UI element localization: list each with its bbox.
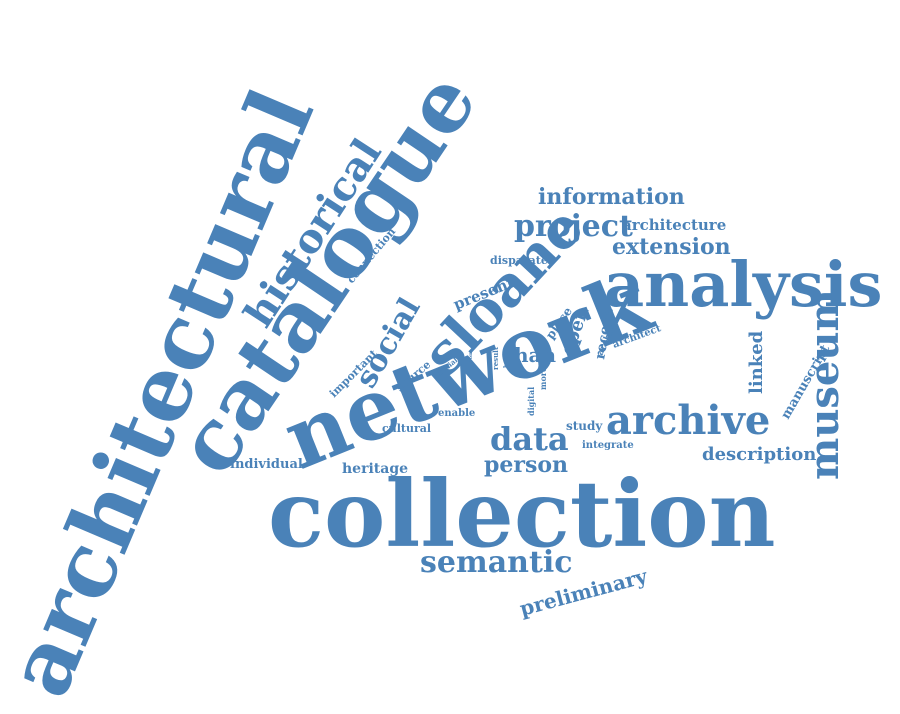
word-architecture: architecture [622, 216, 726, 234]
word-description: description [702, 444, 816, 465]
word-enable: enable [438, 408, 475, 419]
word-data: data [490, 420, 569, 458]
word-archive: archive [606, 397, 770, 444]
word-han: han [514, 343, 557, 367]
word-semantic: semantic [420, 545, 573, 580]
word-result: result [491, 346, 500, 370]
word-linked: linked [746, 330, 767, 394]
word-study: study [566, 419, 603, 433]
word-more: more [538, 367, 548, 390]
word-museum: museum [801, 289, 848, 480]
word-digital: digital [526, 387, 536, 416]
word-person: person [484, 452, 568, 478]
word-extension: extension [612, 234, 731, 260]
word-information: information [538, 184, 685, 210]
word-collection: collection [268, 460, 776, 568]
word-cultural: cultural [382, 422, 431, 435]
word-individual: individual [230, 457, 303, 472]
word-disparate: disparate [490, 254, 548, 267]
word-project: project [514, 209, 633, 244]
word-build: build [503, 350, 510, 368]
word-from: from [468, 350, 474, 364]
word-integrate: integrate [582, 440, 634, 451]
word-analysis: analysis [604, 248, 882, 321]
word-heritage: heritage [342, 461, 408, 477]
